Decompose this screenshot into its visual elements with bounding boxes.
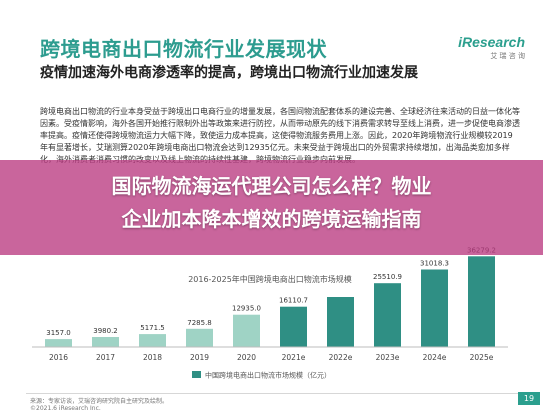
overlay-headline-line1: 国际物流海运代理公司怎么样？物业	[111, 174, 432, 198]
bar-group	[45, 256, 495, 347]
value-label-2018: 5171.5	[140, 324, 165, 332]
footer-copyright: ©2021.6 iResearch Inc.	[30, 405, 101, 412]
promo-overlay-banner	[0, 160, 543, 255]
bar-2025e	[468, 256, 495, 347]
bar-2016	[45, 339, 72, 347]
bar-2019	[186, 328, 213, 347]
x-tick-label-group: 2016 2017 2018 2019 2020 2021e 2022e 2023e 2024e…	[49, 353, 494, 362]
iresearch-logo: iResearch 艾 瑞 咨 询	[445, 34, 525, 61]
value-label-2021e: 16110.7	[279, 297, 308, 305]
x-tick-2020: 2020	[237, 353, 256, 362]
body-paragraph: 跨境电商出口物流的行业本身受益于跨境出口电商行业的增量发展，各国间物流配套体系的…	[40, 107, 520, 164]
chart-title: 2016-2025年中国跨境电商出口物流市场规模	[188, 274, 352, 284]
bar-2021e	[280, 306, 307, 347]
bar-2017	[92, 337, 119, 347]
x-tick-2016: 2016	[49, 353, 68, 362]
value-label-2024e: 31018.3	[420, 260, 449, 268]
overlay-headline-line2: 企业加本降本增效的跨境运输指南	[121, 207, 422, 231]
legend-label: 中国跨境电商出口物流市场规模（亿元）	[205, 371, 331, 380]
footer: 来源：专家访谈，艾瑞咨询研究院自主研究及绘制。 ©2021.6 iResearc…	[30, 396, 168, 412]
x-tick-2019: 2019	[190, 353, 209, 362]
footer-source-note: 来源：专家访谈，艾瑞咨询研究院自主研究及绘制。	[30, 398, 169, 405]
x-tick-2018: 2018	[143, 353, 162, 362]
bar-2020	[233, 314, 260, 347]
overlay-headline: 国际物流海运代理公司怎么样？物业 企业加本降本增效的跨境运输指南	[20, 170, 523, 236]
x-tick-2022e: 2022e	[329, 353, 353, 362]
x-tick-2025e: 2025e	[470, 353, 494, 362]
bar-2018	[139, 334, 166, 347]
section-subtitle: 疫情加速海外电商渗透率的提高，跨境出口物流行业加速发展	[40, 65, 418, 81]
value-label-2020: 12935.0	[232, 305, 261, 313]
legend-swatch	[192, 371, 201, 378]
bar-2022e	[327, 297, 354, 347]
value-label-2023e: 25510.9	[373, 273, 402, 281]
market-size-chart: 2016-2025年中国跨境电商出口物流市场规模 3157.0 3980.2 517…	[32, 246, 508, 380]
x-tick-2021e: 2021e	[282, 353, 306, 362]
value-label-2016: 3157.0	[46, 329, 71, 337]
bar-2023e	[374, 283, 401, 347]
footer-divider	[26, 393, 524, 394]
bar-2024e	[421, 269, 448, 347]
x-tick-2023e: 2023e	[376, 353, 400, 362]
x-tick-2017: 2017	[96, 353, 115, 362]
value-label-2017: 3980.2	[93, 327, 118, 335]
page-title: 跨境电商出口物流行业发展现状	[40, 37, 327, 61]
page-number: 19	[518, 392, 540, 405]
x-tick-2024e: 2024e	[423, 353, 447, 362]
value-label-2019: 7285.8	[187, 319, 212, 327]
logo-mark: iResearch	[458, 34, 525, 50]
logo-subtext: 艾 瑞 咨 询	[490, 52, 525, 60]
